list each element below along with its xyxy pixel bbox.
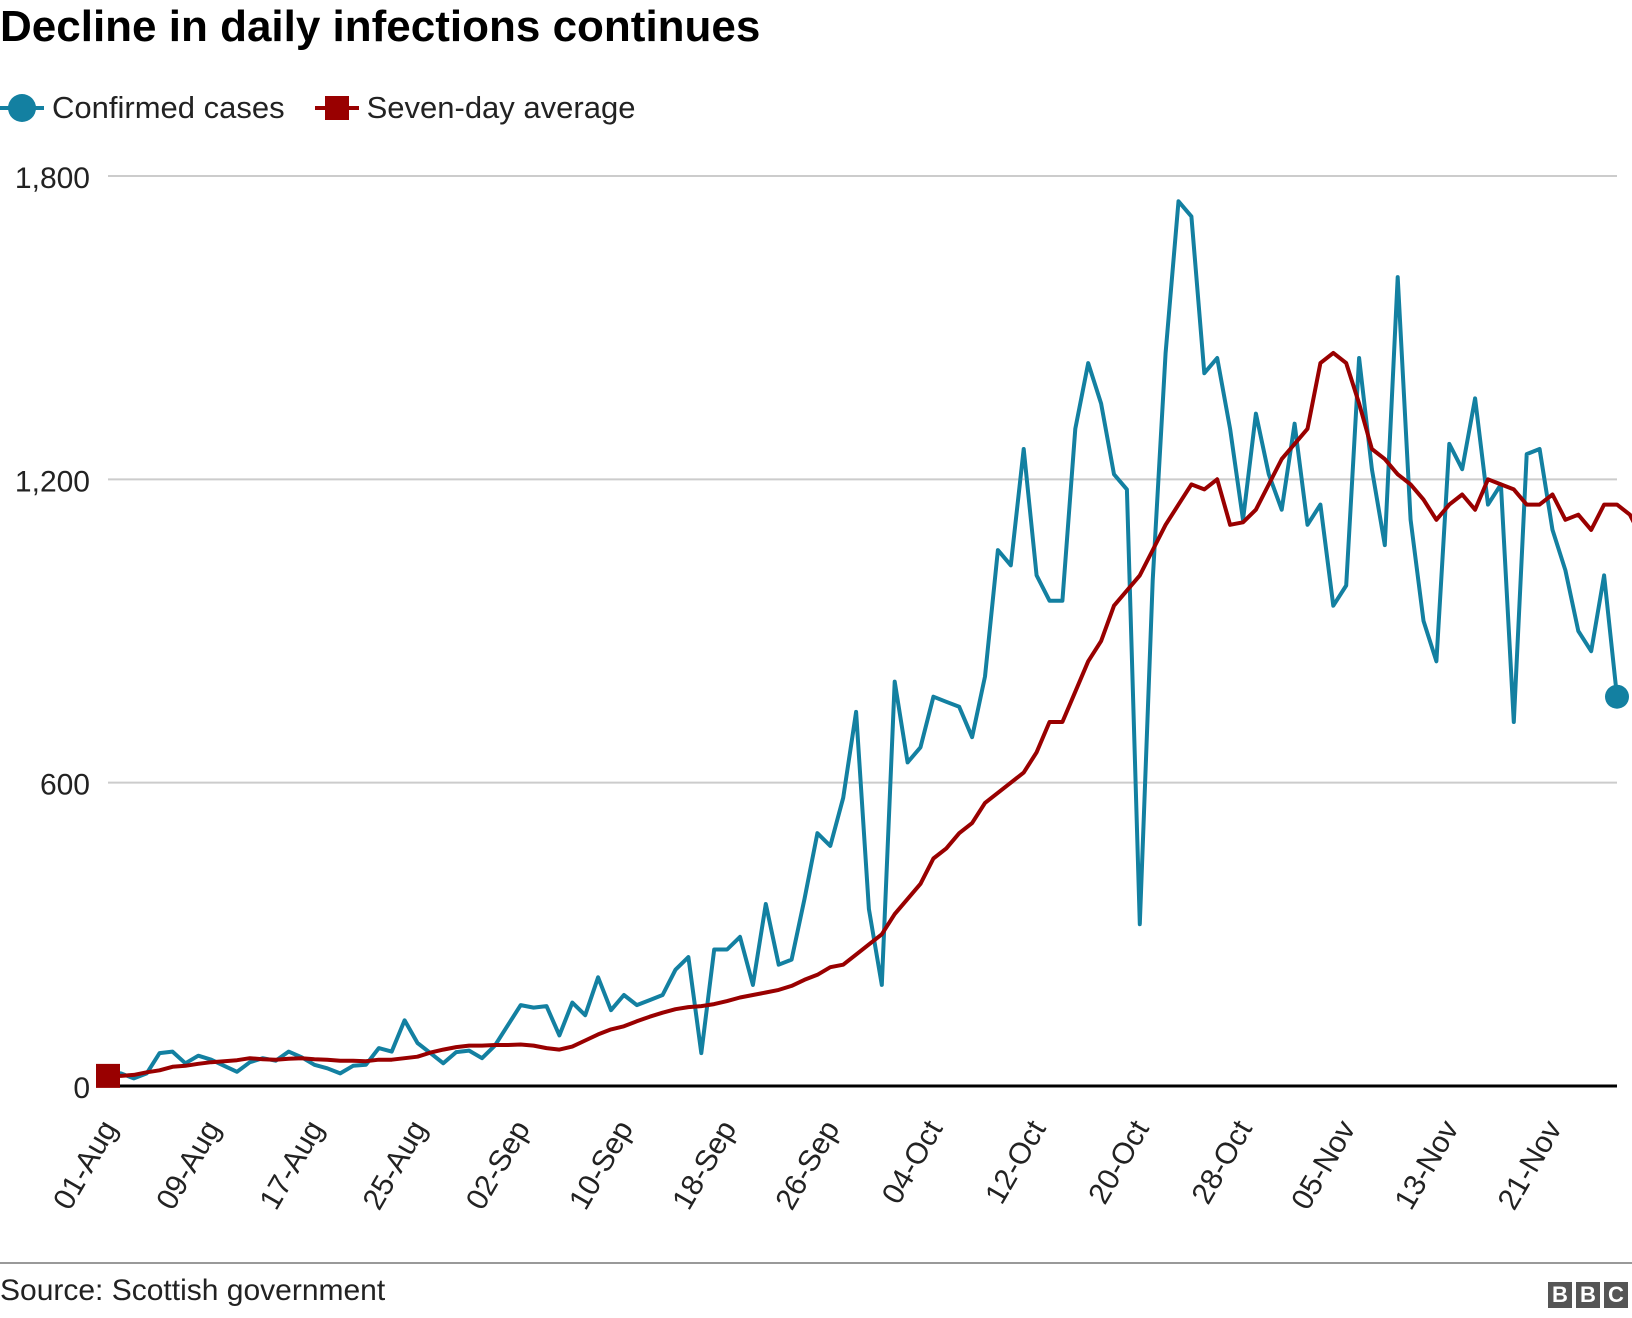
- y-tick-label: 0: [73, 1072, 90, 1105]
- x-tick-label: 20-Oct: [1082, 1114, 1156, 1209]
- x-tick-label: 25-Aug: [357, 1115, 434, 1215]
- source-note: Source: Scottish government: [0, 1274, 386, 1307]
- y-tick-label: 1,200: [15, 465, 90, 498]
- y-tick-label: 600: [40, 769, 90, 802]
- x-tick-label: 12-Oct: [979, 1114, 1053, 1209]
- legend-item-cases: Confirmed cases: [0, 88, 285, 128]
- bbc-logo-letter: B: [1576, 1282, 1600, 1308]
- x-tick-label: 13-Nov: [1388, 1115, 1465, 1215]
- legend-item-average: Seven-day average: [314, 88, 636, 128]
- cases-series-line: [107, 199, 1619, 1081]
- legend-label-cases: Confirmed cases: [52, 90, 285, 125]
- footer-divider: [0, 1262, 1632, 1264]
- x-tick-label: 09-Aug: [150, 1115, 227, 1215]
- cases-end-marker: [1605, 684, 1629, 709]
- x-tick-label: 05-Nov: [1285, 1115, 1362, 1215]
- bbc-logo: B B C: [1544, 1282, 1628, 1308]
- circle-marker-icon: [0, 88, 44, 128]
- x-tick-label: 26-Sep: [769, 1115, 846, 1215]
- x-tick-label: 01-Aug: [47, 1115, 124, 1215]
- x-tick-label: 17-Aug: [253, 1115, 330, 1215]
- y-tick-label: 1,800: [15, 162, 90, 195]
- bbc-logo-letter: B: [1548, 1282, 1572, 1308]
- x-tick-label: 04-Oct: [876, 1114, 950, 1209]
- average-start-marker: [96, 1063, 120, 1088]
- x-tick-label: 02-Sep: [460, 1115, 537, 1215]
- x-tick-label: 28-Oct: [1185, 1114, 1259, 1209]
- legend-label-average: Seven-day average: [366, 90, 636, 125]
- x-tick-label: 21-Nov: [1492, 1115, 1569, 1215]
- average-series-line: [108, 350, 1632, 1078]
- bbc-logo-letter: C: [1604, 1282, 1628, 1308]
- square-marker-icon: [314, 88, 359, 128]
- x-tick-label: 10-Sep: [563, 1115, 640, 1215]
- x-tick-label: 18-Sep: [666, 1115, 743, 1215]
- chart-legend: Confirmed cases Seven-day average: [0, 88, 665, 128]
- chart-title: Decline in daily infections continues: [0, 2, 761, 51]
